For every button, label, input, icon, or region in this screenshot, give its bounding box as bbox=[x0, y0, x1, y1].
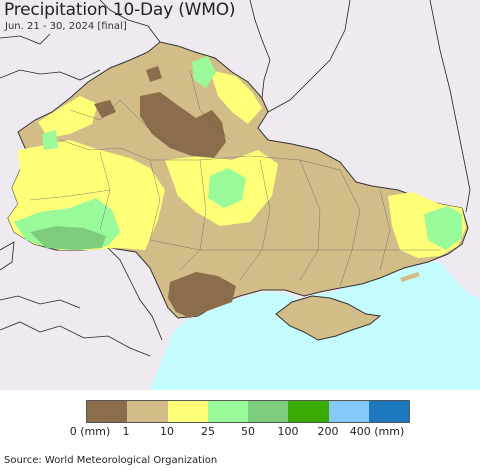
zone-0-1-north bbox=[140, 92, 226, 158]
source-credit: Source: World Meteorological Organizatio… bbox=[4, 455, 218, 466]
crimea bbox=[275, 295, 382, 341]
map-subtitle: Jun. 21 - 30, 2024 [final] bbox=[5, 21, 127, 32]
zone-10-25-north bbox=[210, 70, 262, 124]
zone-25-50-east bbox=[424, 206, 462, 250]
zone-50-100-southwest bbox=[30, 226, 106, 250]
legend-swatch-0-1 bbox=[87, 401, 128, 422]
precipitation-map bbox=[0, 0, 480, 390]
legend-swatch-1-10 bbox=[127, 401, 168, 422]
map-title: Precipitation 10-Day (WMO) bbox=[4, 0, 236, 20]
zone-0-1-northwest bbox=[94, 100, 116, 118]
legend-swatch-100-200 bbox=[288, 401, 329, 422]
legend-swatch-200-400 bbox=[328, 401, 369, 422]
zone-0-1-south bbox=[168, 272, 236, 318]
zone-25-50-central bbox=[208, 168, 246, 208]
legend-label: 1 bbox=[122, 425, 130, 438]
legend-labels: 0 (mm) 1 10 25 50 100 200 400 (mm) bbox=[0, 425, 480, 439]
legend-swatch-50-100 bbox=[248, 401, 289, 422]
legend-label: 200 bbox=[317, 425, 339, 438]
azov-spit bbox=[400, 272, 420, 282]
legend-label: 0 (mm) bbox=[69, 425, 111, 438]
legend-label: 25 bbox=[201, 425, 215, 438]
legend-label: 100 bbox=[277, 425, 299, 438]
legend-swatch-10-25 bbox=[167, 401, 208, 422]
legend-label: 50 bbox=[241, 425, 255, 438]
oblast-boundaries bbox=[29, 69, 440, 287]
legend-label: 10 bbox=[160, 425, 174, 438]
map-canvas bbox=[0, 0, 480, 390]
legend-label: 400 (mm) bbox=[349, 425, 405, 438]
zone-25-50-west-edge bbox=[42, 130, 58, 150]
precipitation-legend bbox=[86, 400, 410, 423]
legend-swatch-25-50 bbox=[207, 401, 248, 422]
legend-swatch-400-plus bbox=[368, 401, 409, 422]
zone-25-50-north bbox=[192, 56, 216, 88]
country-borders bbox=[0, 0, 471, 357]
zone-0-1-top bbox=[146, 66, 162, 82]
zone-10-25-northwest bbox=[38, 96, 98, 138]
